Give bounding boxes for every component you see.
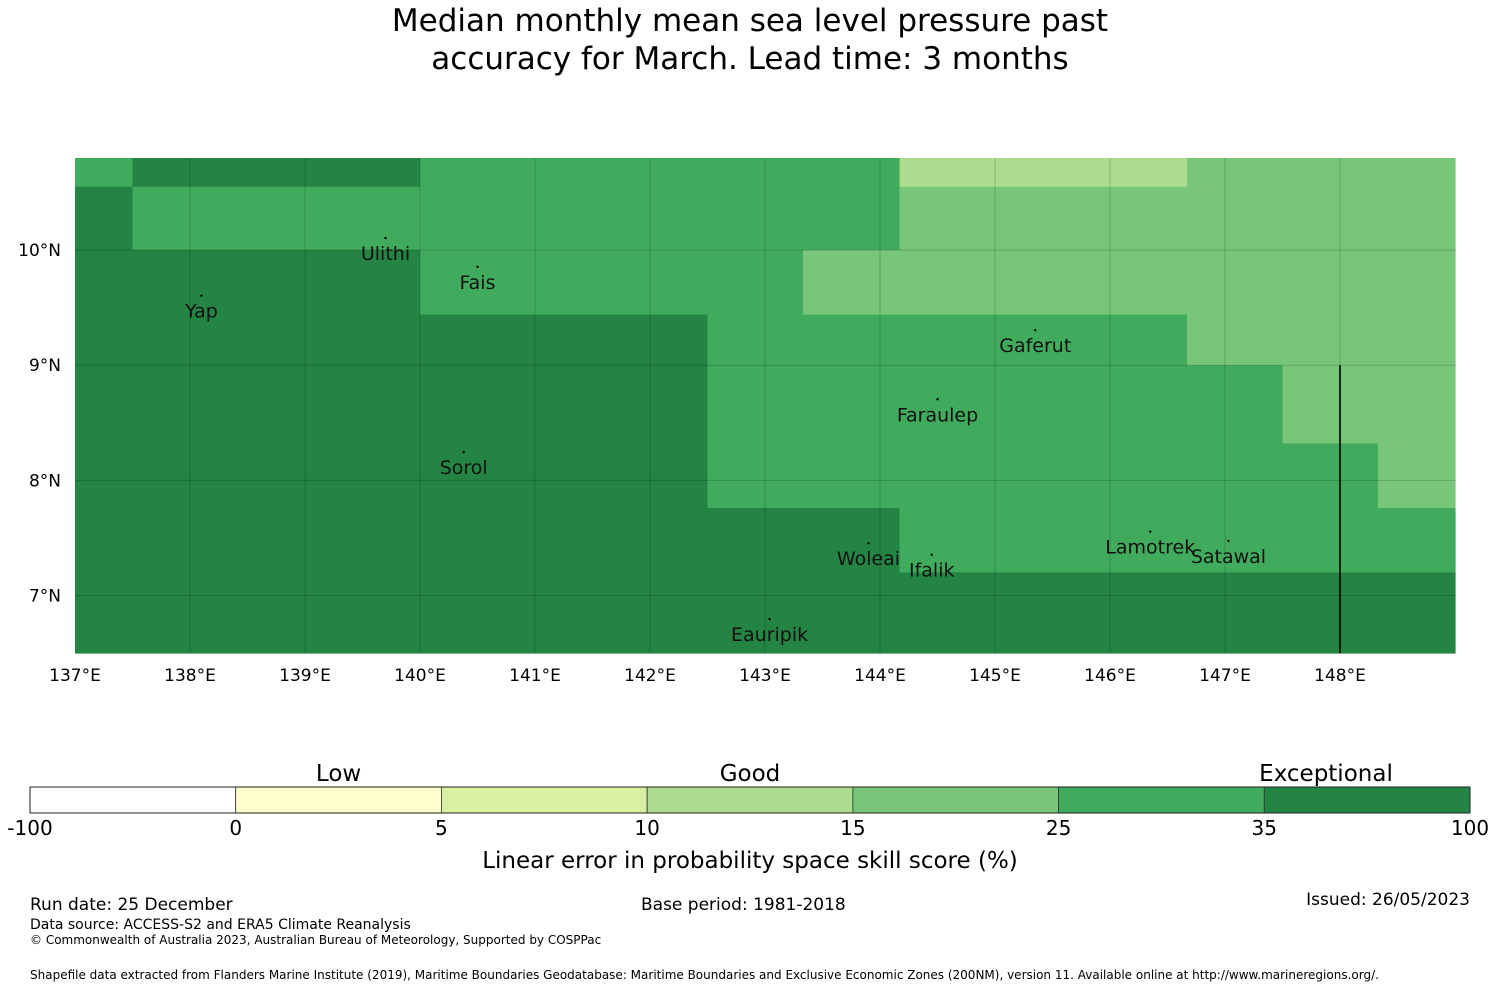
colorbar-tick-label: 0 [229,816,242,840]
colorbar-segment [1058,786,1265,814]
chart-title: Median monthly mean sea level pressure p… [0,2,1500,78]
island-label: Eauripik [731,624,808,646]
skill-cell [75,250,421,316]
skill-cell [802,250,1456,316]
island-label: Woleai [837,548,900,570]
island-label: Yap [184,301,218,323]
colorbar-segment [29,786,237,814]
skill-cell [75,158,134,188]
island-marker [462,451,465,454]
skill-cell [75,572,1456,654]
lon-tick-label: 145°E [969,666,1021,686]
island-label: Ifalik [909,560,955,582]
island-label: Satawal [1191,546,1266,568]
colorbar-tick-label: 100 [1451,816,1489,840]
colorbar-tick-label: 15 [840,816,865,840]
skill-cell [420,250,804,316]
skill-cell [1282,365,1456,380]
skill-cell [899,507,1456,574]
lat-tick-label: 7°N [29,586,61,606]
colorbar-category-label: Good [720,761,781,787]
title-line-2: accuracy for March. Lead time: 3 months [431,41,1069,77]
colorbar-segment [852,786,1059,814]
issued-date: Issued: 26/05/2023 [1306,890,1470,910]
base-period: Base period: 1981-2018 [641,895,846,915]
lon-tick-label: 141°E [509,666,561,686]
axis-ticks: 137°E 138°E 139°E 140°E 141°E 142°E 143°E 144°E… [18,241,1366,686]
island-marker [768,617,771,621]
island-marker [476,265,479,269]
skill-cell [75,186,134,251]
skill-grid [75,158,1456,654]
island-label: Sorol [440,457,488,479]
skill-cell [75,314,709,366]
skill-cell [132,158,421,188]
colorbar-axis-label: Linear error in probability space skill … [482,848,1018,874]
island-label: Ulithi [361,243,410,265]
colorbar-frame [29,786,1471,814]
skill-cell [707,443,1379,509]
lat-tick-label: 9°N [29,356,61,376]
lon-tick-label: 143°E [739,666,791,686]
colorbar-tick-label: 35 [1252,816,1277,840]
run-date: Run date: 25 December [30,895,233,915]
shapefile-credit: Shapefile data extracted from Flanders M… [30,968,1379,982]
colorbar-tick-label: 5 [435,816,448,840]
skill-cell [75,443,709,509]
island-marker [930,553,933,556]
skill-cell [420,158,901,188]
graticule [75,158,1455,653]
skill-cell [707,365,1284,380]
skill-cell [1187,158,1456,188]
colorbar-segment [441,786,648,814]
skill-cell [132,186,901,251]
lon-tick-label: 142°E [624,666,676,686]
skill-cell [1187,314,1456,366]
lon-tick-label: 138°E [164,666,216,686]
island-marker [1149,530,1152,533]
colorbar-segment [646,786,854,814]
data-source: Data source: ACCESS-S2 and ERA5 Climate … [30,917,411,933]
skill-cell [1377,443,1456,509]
colorbar-segment [235,786,442,814]
island-label: Gaferut [999,335,1071,357]
map-overlay: Ulithi Yap Fais Gaferut Faraulep Sorol Woleai I… [184,236,1341,653]
island-marker [384,236,387,240]
island-label: Lamotrek [1105,537,1195,559]
lon-tick-label: 137°E [49,666,101,686]
colorbar: -100 0 5 10 15 25 35 100 Low Good Exceptional Linea… [7,761,1489,874]
title-line-1: Median monthly mean sea level pressure p… [391,3,1109,39]
lon-tick-label: 146°E [1084,666,1136,686]
copyright: © Commonwealth of Australia 2023, Austra… [30,933,602,947]
island-marker [867,541,870,545]
island-label: Faraulep [897,404,978,426]
skill-cell [707,314,1188,366]
lon-tick-label: 148°E [1314,666,1366,686]
island-marker [1227,539,1230,543]
island-label: Fais [459,272,495,294]
lon-tick-label: 140°E [394,666,446,686]
lon-tick-label: 139°E [279,666,331,686]
colorbar-segment [1263,786,1471,814]
colorbar-category-label: Low [316,761,361,787]
skill-cell [707,379,1284,445]
lat-tick-label: 10°N [18,241,61,261]
skill-cell [75,379,709,445]
lat-tick-label: 8°N [29,471,61,491]
skill-cell [75,365,709,380]
skill-cell [899,186,1456,251]
colorbar-tick-label: -100 [7,816,52,840]
skill-cell [1282,379,1456,445]
skill-cell [75,507,901,574]
colorbar-tick-label: 10 [634,816,659,840]
colorbar-tick-label: 25 [1046,816,1071,840]
skill-cell [899,158,1188,188]
colorbar-category-label: Exceptional [1259,761,1393,787]
lon-tick-label: 144°E [854,666,906,686]
island-marker [200,294,203,297]
island-marker [936,398,939,401]
lon-tick-label: 147°E [1199,666,1251,686]
island-marker [1034,328,1037,332]
